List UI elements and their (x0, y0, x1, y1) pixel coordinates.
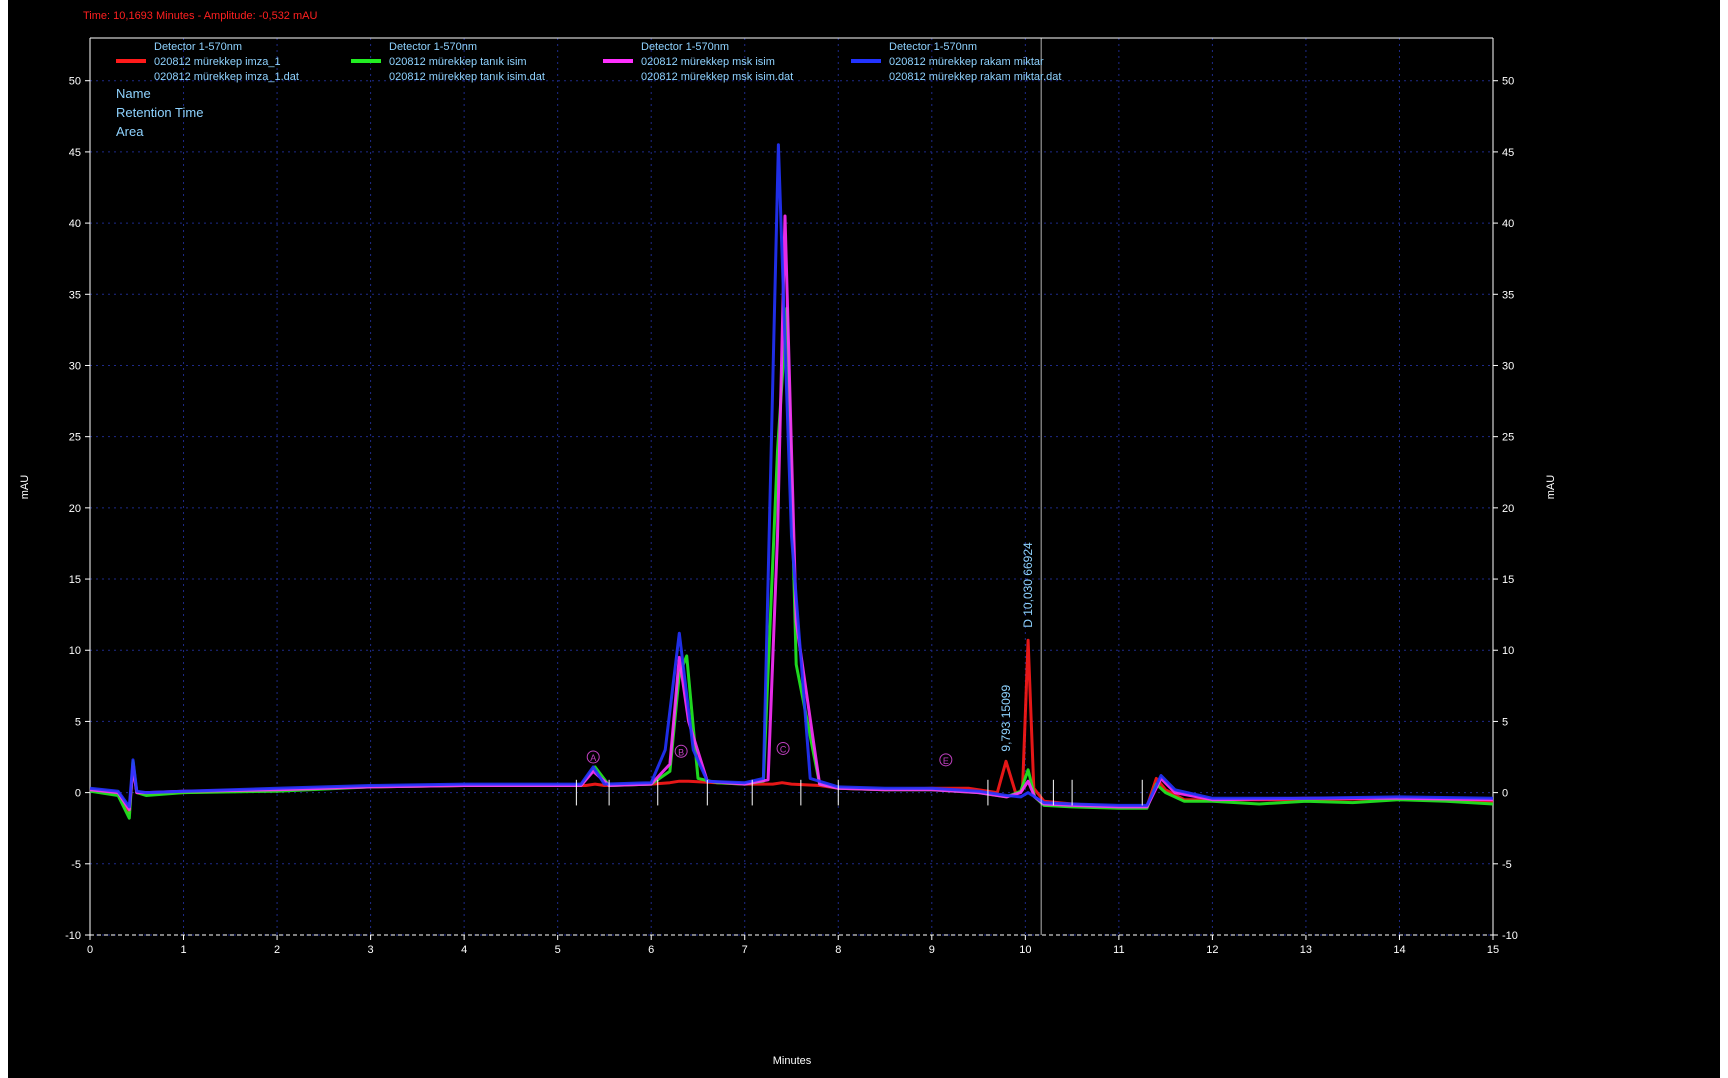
legend-series-name: 020812 mürekkep rakam miktar (889, 56, 1044, 68)
y-tick-label-left: 50 (69, 76, 81, 88)
y-tick-label-left: 40 (69, 218, 81, 230)
y-tick-label-right: -10 (1502, 930, 1518, 942)
x-tick-label: 8 (835, 944, 841, 956)
y-tick-label-right: 15 (1502, 574, 1514, 586)
x-tick-label: 9 (929, 944, 935, 956)
y-tick-label-left: 25 (69, 432, 81, 444)
y-tick-label-right: 45 (1502, 147, 1514, 159)
y-tick-label-left: 35 (69, 289, 81, 301)
legend-series-name: 020812 mürekkep tanık isim (389, 56, 527, 68)
legend-file-name: 020812 mürekkep msk isim.dat (641, 71, 793, 83)
x-tick-label: 7 (742, 944, 748, 956)
legend-detector: Detector 1-570nm (154, 41, 242, 53)
y-tick-label-right: 5 (1502, 716, 1508, 728)
y-tick-label-left: -10 (65, 930, 81, 942)
y-tick-label-left: -5 (71, 859, 81, 871)
y-tick-label-right: 25 (1502, 432, 1514, 444)
legend-series-name: 020812 mürekkep imza_1 (154, 56, 281, 68)
legend-detector: Detector 1-570nm (389, 41, 477, 53)
peak-marker-label: A (590, 753, 596, 763)
y-tick-label-left: 45 (69, 147, 81, 159)
y-tick-label-left: 15 (69, 574, 81, 586)
time-label: Time: (83, 10, 111, 22)
x-tick-label: 12 (1206, 944, 1218, 956)
peak-marker-circle (776, 741, 790, 755)
x-tick-label: 2 (274, 944, 280, 956)
time-value: 10,1693 Minutes (113, 10, 195, 22)
x-tick-label: 6 (648, 944, 654, 956)
x-tick-label: 4 (461, 944, 467, 956)
legend-series-name: 020812 mürekkep msk isim (641, 56, 775, 68)
x-tick-label: 11 (1113, 944, 1124, 956)
x-tick-label: 14 (1393, 944, 1405, 956)
y-tick-label-left: 30 (69, 360, 81, 372)
legend-field-label: Retention Time (116, 105, 203, 120)
x-tick-label: 0 (87, 944, 93, 956)
peak-marker-circle (939, 753, 953, 767)
amplitude-value: -0,532 mAU (258, 10, 318, 22)
y-tick-label-right: 10 (1502, 645, 1514, 657)
y-tick-label-left: 5 (75, 716, 81, 728)
y-tick-label-right: 20 (1502, 503, 1514, 515)
chromatogram-plot[interactable]: 0 1 2 3 4 5 6 7 8 9 10 11 12 13 14 15-10 -10-5 -50 05 510 10… (8, 0, 1720, 1078)
x-tick-label: 5 (555, 944, 561, 956)
x-tick-label: 3 (368, 944, 374, 956)
legend-file-name: 020812 mürekkep rakam miktar.dat (889, 71, 1061, 83)
legend-field-label: Name (116, 86, 151, 101)
legend-file-name: 020812 mürekkep imza_1.dat (154, 71, 299, 83)
y-tick-label-right: -5 (1502, 859, 1512, 871)
peak-marker-label: B (678, 747, 684, 757)
peak-marker-label: E (943, 756, 949, 766)
y-tick-label-right: 0 (1502, 788, 1508, 800)
peak-marker-label: C (780, 744, 787, 754)
legend-detector: Detector 1-570nm (641, 41, 729, 53)
peak-annotation: D 10,030 66924 (1021, 542, 1035, 628)
y-tick-label-right: 30 (1502, 360, 1514, 372)
y-tick-label-left: 0 (75, 788, 81, 800)
y-tick-label-left: 20 (69, 503, 81, 515)
x-tick-label: 10 (1019, 944, 1031, 956)
x-axis-label: Minutes (773, 1055, 812, 1067)
y-tick-label-right: 50 (1502, 76, 1514, 88)
x-tick-label: 13 (1300, 944, 1312, 956)
y-axis-label: mAU (19, 475, 31, 500)
peak-marker-circle (586, 750, 600, 764)
y-tick-label-right: 35 (1502, 289, 1514, 301)
y-tick-label-right: 40 (1502, 218, 1514, 230)
series-line (89, 143, 1494, 809)
x-tick-label: 1 (180, 944, 186, 956)
series-line (89, 307, 1494, 820)
y-tick-label-left: 10 (69, 645, 81, 657)
chromatogram-window: Time: 10,1693 Minutes - Amplitude: -0,53… (8, 0, 1720, 1078)
x-tick-label: 15 (1487, 944, 1499, 956)
peak-annotation: 9,793 15099 (999, 685, 1013, 752)
y-axis-label-right: mAU (1545, 475, 1557, 500)
amplitude-label: Amplitude: (203, 10, 256, 22)
legend-detector: Detector 1-570nm (889, 41, 977, 53)
legend-field-label: Area (116, 124, 144, 139)
cursor-readout: Time: 10,1693 Minutes - Amplitude: -0,53… (83, 10, 318, 22)
legend-file-name: 020812 mürekkep tanık isim.dat (389, 71, 545, 83)
peak-marker-circle (674, 744, 688, 758)
